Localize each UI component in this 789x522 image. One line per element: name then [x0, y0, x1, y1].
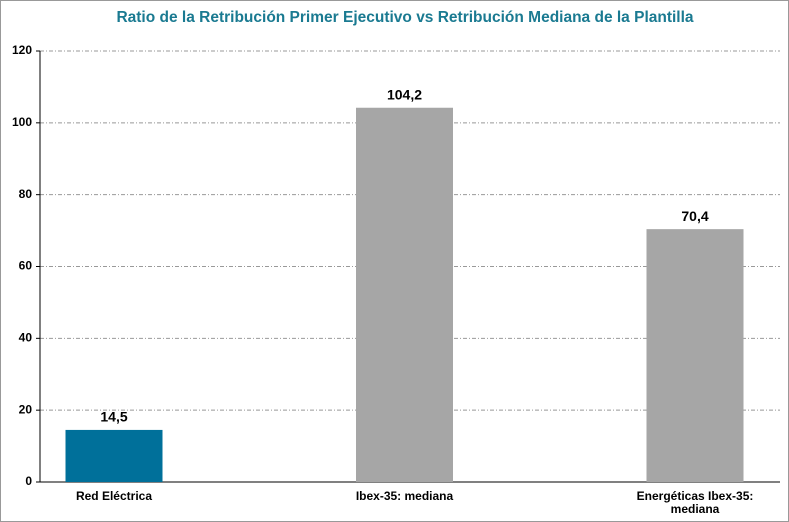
chart-title: Ratio de la Retribución Primer Ejecutivo…	[116, 9, 693, 26]
y-tick-label: 100	[12, 115, 32, 129]
bar	[65, 429, 163, 482]
x-tick-label: Ibex-35: mediana	[355, 489, 454, 503]
x-tick-label: Energéticas Ibex-35: mediana	[636, 489, 754, 516]
value-label: 14,5	[100, 409, 127, 425]
y-tick-label: 120	[12, 43, 32, 57]
y-tick-label: 60	[19, 259, 33, 273]
y-tick-label: 0	[25, 474, 32, 488]
y-tick-label: 20	[19, 402, 33, 416]
y-tick-label: 80	[19, 187, 33, 201]
bar	[356, 107, 453, 482]
x-tick-label: Red Eléctrica	[75, 489, 153, 503]
y-tick-label: 40	[19, 331, 33, 345]
value-label: 70,4	[681, 208, 708, 224]
value-label: 104,2	[387, 86, 422, 102]
bar	[646, 229, 744, 482]
